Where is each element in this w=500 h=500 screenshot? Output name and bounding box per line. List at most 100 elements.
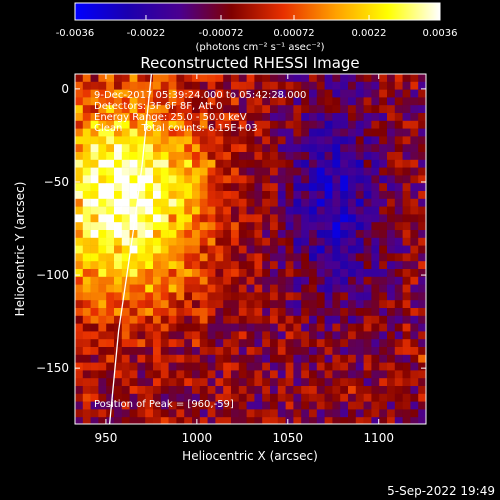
- heatmap-cell: [394, 183, 403, 192]
- heatmap-cell: [410, 206, 419, 215]
- heatmap-cell: [145, 362, 154, 371]
- heatmap-cell: [394, 331, 403, 340]
- heatmap-cell: [309, 401, 318, 410]
- colorbar-tick-label: 0.0022: [352, 28, 387, 39]
- heatmap-cell: [207, 386, 216, 395]
- heatmap-cell: [199, 136, 208, 145]
- heatmap-cell: [309, 183, 318, 192]
- heatmap-cell: [270, 167, 279, 176]
- heatmap-cell: [223, 144, 232, 153]
- heatmap-cell: [215, 183, 224, 192]
- heatmap-cell: [160, 409, 169, 418]
- heatmap-cell: [223, 362, 232, 371]
- heatmap-cell: [82, 386, 91, 395]
- heatmap-cell: [301, 237, 310, 246]
- heatmap-cell: [410, 128, 419, 137]
- heatmap-cell: [254, 331, 263, 340]
- heatmap-cell: [160, 378, 169, 387]
- heatmap-cell: [176, 284, 185, 293]
- heatmap-cell: [145, 230, 154, 239]
- heatmap-cell: [394, 105, 403, 114]
- heatmap-cell: [293, 245, 302, 254]
- heatmap-cell: [379, 347, 388, 356]
- heatmap-cell: [121, 105, 130, 114]
- heatmap-cell: [324, 284, 333, 293]
- heatmap-cell: [348, 323, 357, 332]
- heatmap-cell: [270, 362, 279, 371]
- heatmap-cell: [387, 214, 396, 223]
- heatmap-cell: [277, 261, 286, 270]
- heatmap-cell: [168, 113, 177, 122]
- heatmap-cell: [137, 386, 146, 395]
- heatmap-cell: [129, 74, 138, 83]
- heatmap-cell: [160, 214, 169, 223]
- heatmap-cell: [309, 378, 318, 387]
- heatmap-cell: [309, 354, 318, 363]
- heatmap-cell: [410, 417, 419, 424]
- heatmap-cell: [153, 386, 162, 395]
- heatmap-cell: [277, 339, 286, 348]
- heatmap-cell: [160, 159, 169, 168]
- heatmap-cell: [106, 128, 115, 137]
- heatmap-cell: [402, 362, 411, 371]
- heatmap-cell: [277, 113, 286, 122]
- heatmap-cell: [394, 222, 403, 231]
- heatmap-cell: [387, 97, 396, 106]
- heatmap-cell: [348, 237, 357, 246]
- heatmap-cell: [332, 136, 341, 145]
- heatmap-cell: [418, 113, 426, 122]
- heatmap-cell: [309, 308, 318, 317]
- heatmap-cell: [355, 105, 364, 114]
- heatmap-cell: [114, 315, 123, 324]
- heatmap-cell: [363, 292, 372, 301]
- heatmap-cell: [98, 276, 107, 285]
- heatmap-cell: [207, 81, 216, 90]
- heatmap-cell: [246, 354, 255, 363]
- heatmap-cell: [199, 378, 208, 387]
- heatmap-cell: [199, 167, 208, 176]
- heatmap-cell: [316, 269, 325, 278]
- heatmap-cell: [246, 370, 255, 379]
- heatmap-cell: [192, 159, 201, 168]
- heatmap-cell: [114, 230, 123, 239]
- heatmap-cell: [153, 417, 162, 424]
- heatmap-cell: [137, 276, 146, 285]
- heatmap-cell: [114, 284, 123, 293]
- heatmap-cell: [262, 113, 271, 122]
- heatmap-cell: [348, 97, 357, 106]
- colorbar-ticks: -0.0036 -0.0022 -0.00072 0.00072 0.0022 0.003…: [56, 15, 458, 39]
- heatmap-cell: [153, 152, 162, 161]
- heatmap-cell: [75, 245, 84, 254]
- heatmap-cell: [114, 81, 123, 90]
- heatmap-cell: [90, 276, 99, 285]
- heatmap-cell: [215, 308, 224, 317]
- heatmap-cell: [387, 245, 396, 254]
- heatmap-cell: [324, 245, 333, 254]
- heatmap-cell: [379, 409, 388, 418]
- heatmap-cell: [106, 308, 115, 317]
- heatmap-cell: [316, 393, 325, 402]
- heatmap-cell: [254, 81, 263, 90]
- heatmap-cell: [223, 191, 232, 200]
- heatmap-cell: [98, 230, 107, 239]
- heatmap-cell: [394, 74, 403, 83]
- heatmap-cell: [98, 105, 107, 114]
- heatmap-cell: [387, 191, 396, 200]
- heatmap-cell: [75, 354, 84, 363]
- heatmap-cell: [301, 323, 310, 332]
- heatmap-cell: [418, 175, 426, 184]
- heatmap-cell: [418, 331, 426, 340]
- heatmap-cell: [129, 136, 138, 145]
- heatmap-cell: [285, 128, 294, 137]
- heatmap-cell: [199, 339, 208, 348]
- heatmap-cell: [348, 159, 357, 168]
- heatmap-cell: [215, 386, 224, 395]
- heatmap-cell: [137, 81, 146, 90]
- heatmap-cell: [324, 167, 333, 176]
- heatmap-cell: [309, 269, 318, 278]
- heatmap-cell: [199, 245, 208, 254]
- heatmap-cell: [285, 97, 294, 106]
- heatmap-cell: [418, 144, 426, 153]
- heatmap-cell: [207, 175, 216, 184]
- heatmap-cell: [121, 323, 130, 332]
